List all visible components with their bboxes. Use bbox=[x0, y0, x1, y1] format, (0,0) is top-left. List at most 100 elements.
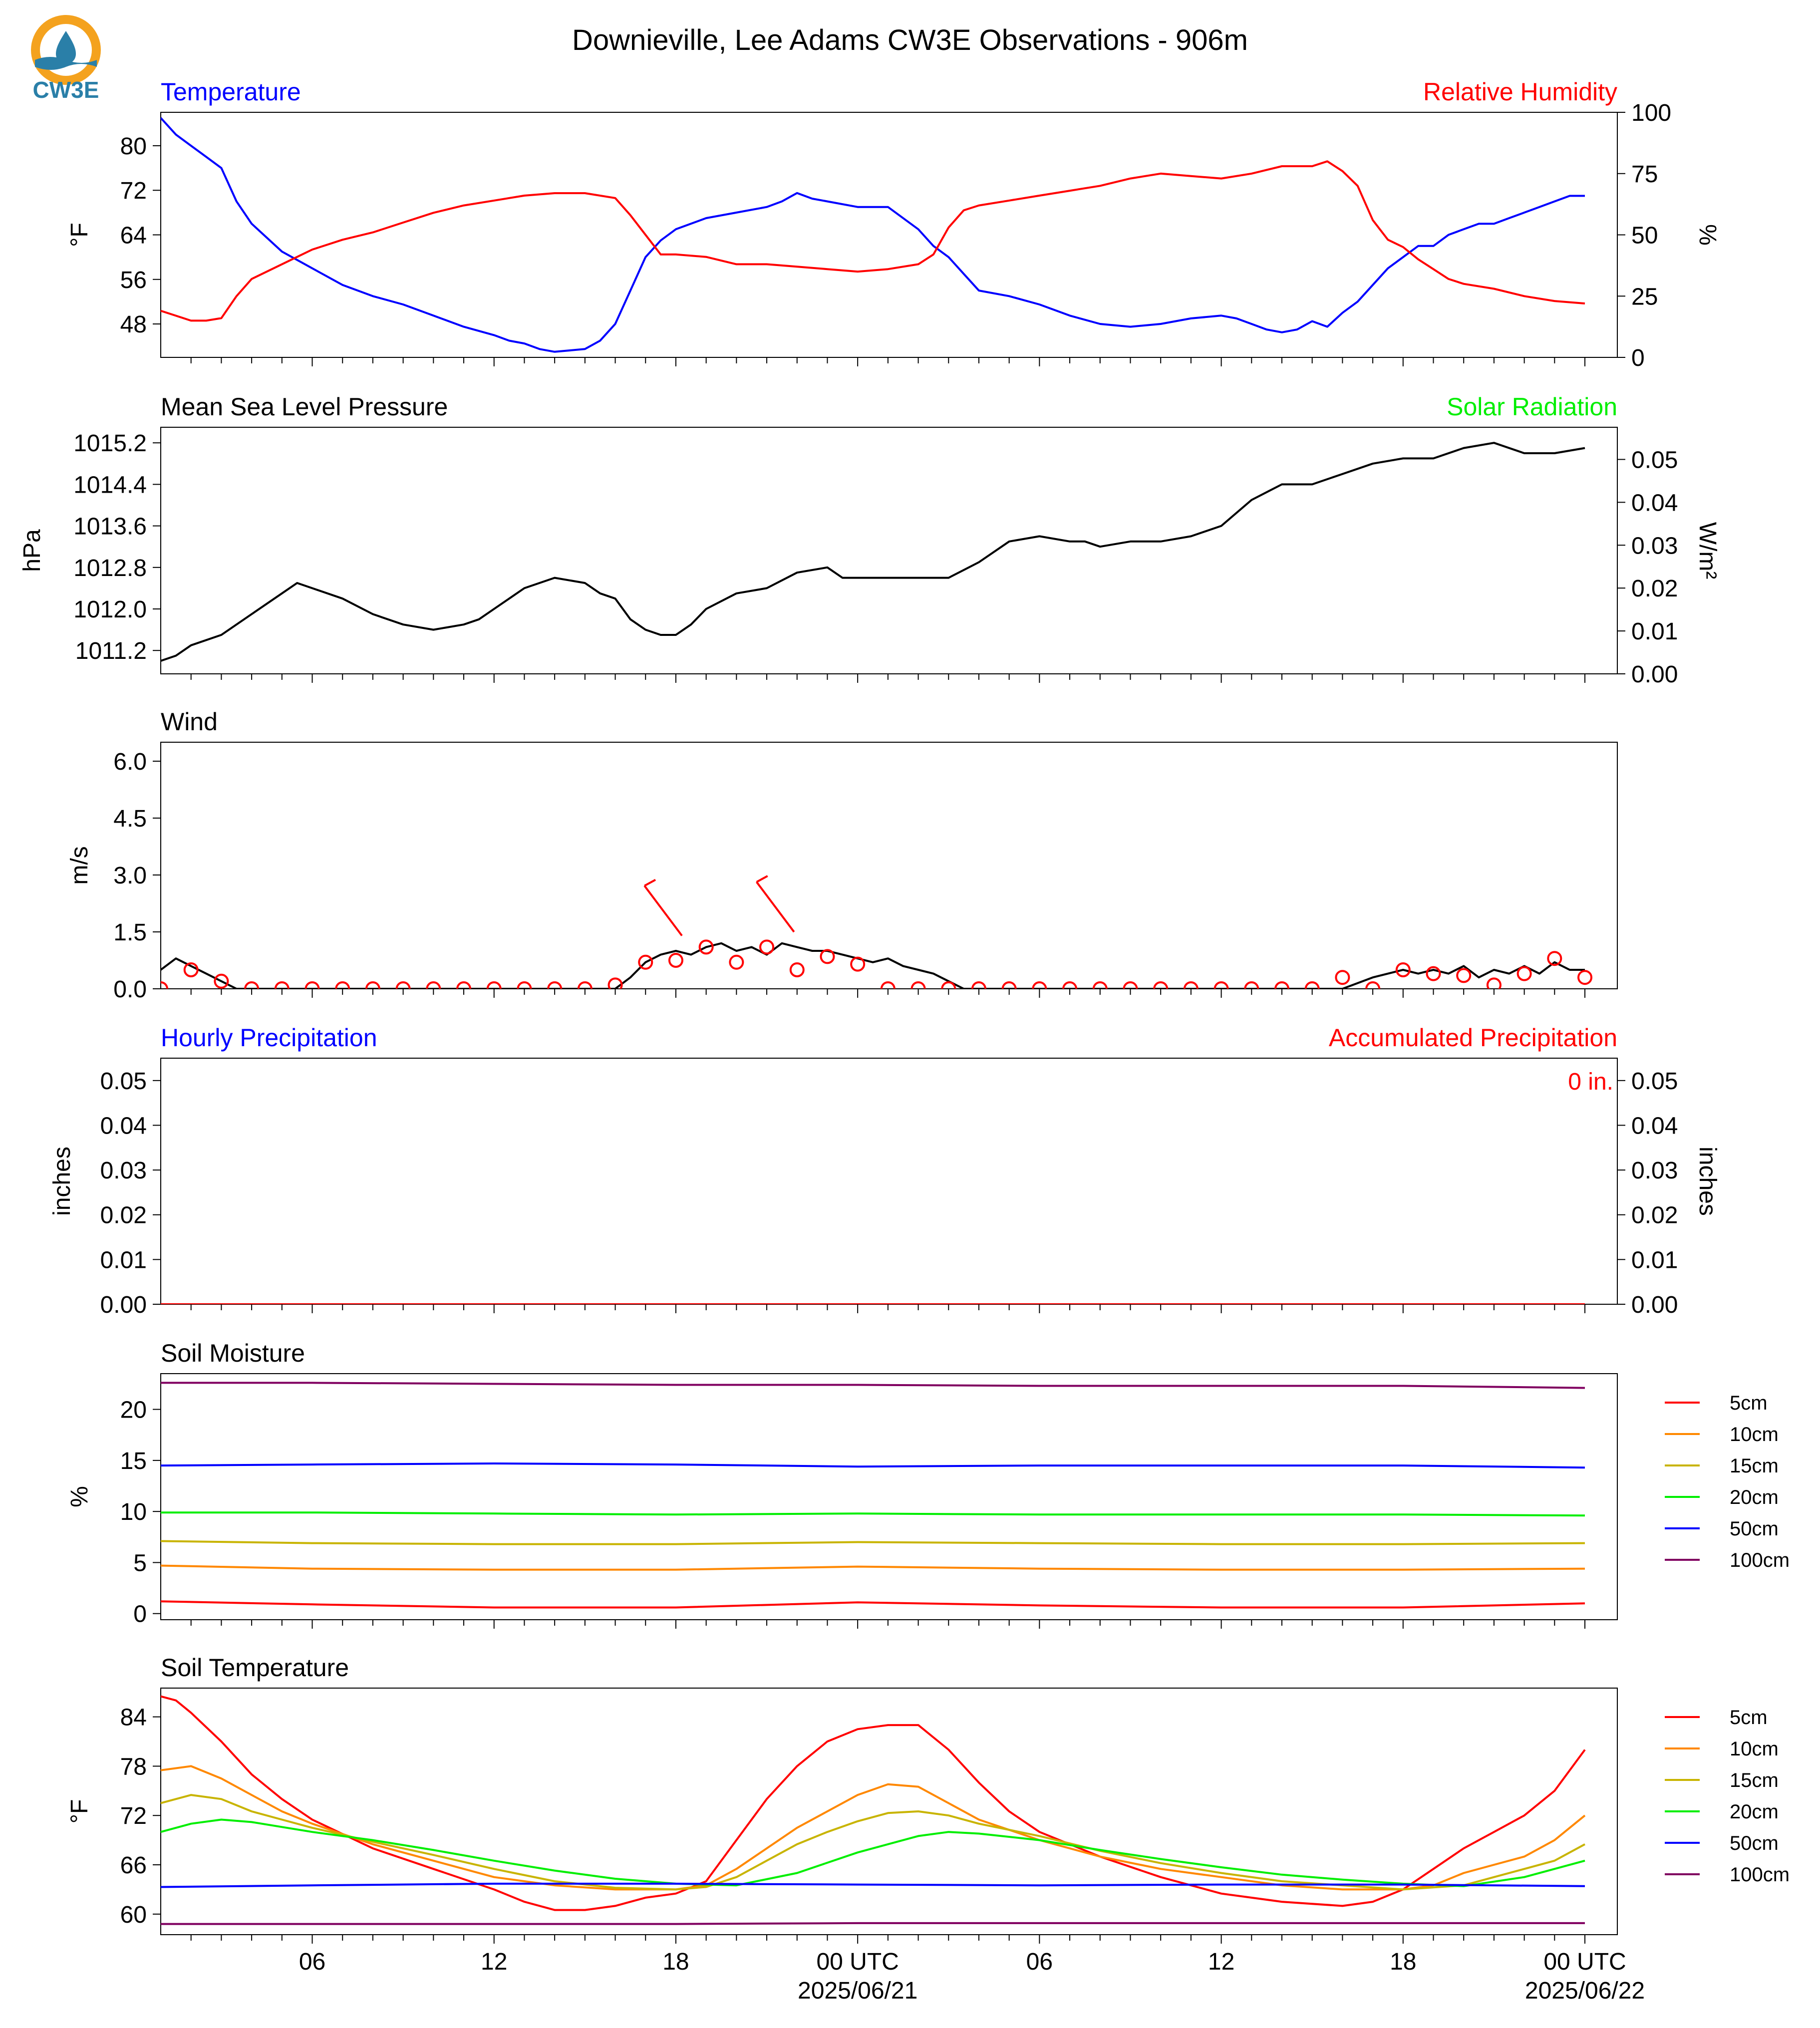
y-tick-label-left: 3.0 bbox=[113, 863, 147, 889]
series-line-100cm bbox=[161, 1922, 1585, 1925]
y-axis-label-right: % bbox=[1694, 224, 1721, 246]
series-line-20cm bbox=[161, 1818, 1585, 1887]
x-tick-label: 00 UTC bbox=[1543, 1949, 1626, 1975]
wind-marker bbox=[214, 973, 229, 989]
wind-marker bbox=[1001, 981, 1017, 989]
plot-frame bbox=[160, 742, 1618, 989]
wind-marker bbox=[517, 981, 532, 989]
y-tick-label-right: 75 bbox=[1631, 161, 1658, 188]
y-tick-label-left: 60 bbox=[120, 1902, 147, 1928]
y-axis-label-left: °F bbox=[66, 223, 93, 247]
panel-wind: Wind 0.0 1.5 3.0 4.5 6.0 m/s bbox=[66, 708, 1618, 1003]
x-tick-label: 18 bbox=[1390, 1949, 1416, 1975]
y-tick-label-left: 1012.8 bbox=[73, 555, 147, 581]
wind-marker bbox=[729, 954, 744, 970]
legend-label: 20cm bbox=[1730, 1801, 1779, 1823]
wind-marker bbox=[183, 962, 199, 977]
series-line-5cm bbox=[161, 1695, 1586, 1911]
plot-frame bbox=[160, 112, 1618, 358]
series-line-100cm bbox=[161, 1382, 1585, 1389]
x-tick-label: 06 bbox=[299, 1949, 325, 1975]
y-axis-label-right: inches bbox=[1694, 1147, 1721, 1216]
y-tick-label-left: 1015.2 bbox=[73, 430, 147, 457]
y-axis-label-left: inches bbox=[49, 1147, 75, 1216]
logo-water-drop-icon bbox=[56, 31, 76, 64]
wind-marker bbox=[304, 981, 320, 989]
wind-marker bbox=[456, 981, 472, 989]
legend-label: 50cm bbox=[1730, 1832, 1779, 1854]
series-line-left-0 bbox=[161, 442, 1585, 662]
series-line-right-1 bbox=[161, 160, 1585, 322]
y-tick-label-left: 5 bbox=[133, 1550, 147, 1576]
y-tick-label-left: 0.05 bbox=[100, 1068, 147, 1095]
x-date-label: 2025/06/21 bbox=[798, 1978, 917, 2004]
wind-marker bbox=[1456, 968, 1472, 983]
panel-pressure_solar: Mean Sea Level Pressure Solar Radiation 10… bbox=[19, 393, 1721, 688]
series-group bbox=[161, 1382, 1585, 1609]
panel-soil_temp: Soil Temperature 60 66 72 78 84 °F 5cm 10cm 15cm 2… bbox=[66, 1654, 1790, 2004]
panel-title-left: Mean Sea Level Pressure bbox=[161, 393, 448, 421]
panel-temp_rh: Temperature Relative Humidity 48 56 64 72 80 0 2… bbox=[66, 78, 1721, 371]
wind-marker bbox=[971, 981, 986, 989]
x-tick-label: 12 bbox=[481, 1949, 507, 1975]
accumulated-precip-annotation: 0 in. bbox=[1568, 1069, 1613, 1095]
y-tick-label-left: 0.03 bbox=[100, 1158, 147, 1184]
wind-marker bbox=[1335, 970, 1350, 985]
y-tick-label-left: 6.0 bbox=[113, 749, 147, 775]
y-tick-label-left: 72 bbox=[120, 1803, 147, 1829]
y-tick-label-left: 1012.0 bbox=[73, 596, 147, 623]
wind-marker bbox=[1517, 966, 1532, 981]
panel-title-left: Temperature bbox=[161, 78, 301, 106]
panel-title-left: Hourly Precipitation bbox=[161, 1024, 377, 1052]
series-group bbox=[161, 875, 1592, 989]
y-tick-label-right: 0.03 bbox=[1631, 533, 1678, 559]
cw3e-logo: CW3E bbox=[31, 15, 101, 103]
legend-label: 20cm bbox=[1730, 1486, 1779, 1508]
panel-soil_moisture: Soil Moisture 0 5 10 15 20% 5cm 10cm 15cm 20cm 50c… bbox=[66, 1339, 1790, 1629]
series-line-left-0 bbox=[161, 117, 1585, 353]
wind-marker bbox=[1426, 966, 1441, 981]
wind-marker bbox=[1123, 981, 1138, 989]
y-tick-label-left: 4.5 bbox=[113, 806, 147, 832]
y-tick-label-right: 0.01 bbox=[1631, 618, 1678, 645]
y-tick-label-right: 0.00 bbox=[1631, 661, 1678, 688]
y-tick-label-right: 0.05 bbox=[1631, 1068, 1678, 1095]
plot-frame bbox=[160, 1373, 1618, 1620]
wind-marker bbox=[1274, 981, 1289, 989]
wind-marker bbox=[820, 949, 835, 964]
series-line-10cm bbox=[161, 1564, 1585, 1571]
y-tick-label-left: 56 bbox=[120, 267, 147, 293]
wind-marker bbox=[1183, 981, 1199, 989]
y-tick-label-left: 78 bbox=[120, 1753, 147, 1780]
legend-label: 5cm bbox=[1730, 1707, 1768, 1729]
wind-barb-shaft bbox=[643, 885, 683, 936]
series-group bbox=[161, 1695, 1586, 1925]
wind-marker bbox=[1062, 981, 1078, 989]
y-tick-label-left: 80 bbox=[120, 133, 147, 160]
y-tick-label-right: 50 bbox=[1631, 223, 1658, 249]
y-tick-label-left: 48 bbox=[120, 311, 147, 338]
wind-marker bbox=[274, 981, 290, 989]
wind-marker bbox=[1032, 981, 1047, 989]
panel-title-left: Wind bbox=[161, 708, 218, 736]
wind-marker bbox=[910, 981, 926, 989]
y-axis-label-left: hPa bbox=[19, 529, 45, 572]
y-tick-label-right: 0.05 bbox=[1631, 447, 1678, 473]
figure-title: Downieville, Lee Adams CW3E Observations… bbox=[572, 24, 1248, 56]
wind-marker bbox=[1153, 981, 1169, 989]
wind-marker bbox=[1304, 981, 1320, 989]
panel-title-right: Relative Humidity bbox=[1423, 78, 1617, 106]
y-tick-label-right: 0 bbox=[1631, 345, 1645, 371]
wind-marker bbox=[668, 953, 683, 968]
y-tick-label-right: 0.04 bbox=[1631, 1113, 1678, 1139]
series-line-15cm bbox=[161, 1540, 1585, 1545]
wind-marker bbox=[1365, 981, 1381, 989]
y-tick-label-left: 15 bbox=[120, 1448, 147, 1474]
y-tick-label-left: 10 bbox=[120, 1499, 147, 1525]
x-tick-label: 06 bbox=[1026, 1949, 1053, 1975]
wind-marker bbox=[1577, 970, 1592, 985]
x-date-label: 2025/06/22 bbox=[1525, 1978, 1645, 2004]
y-tick-label-left: 66 bbox=[120, 1852, 147, 1879]
wind-marker bbox=[547, 981, 563, 989]
y-tick-label-right: 100 bbox=[1631, 100, 1671, 126]
